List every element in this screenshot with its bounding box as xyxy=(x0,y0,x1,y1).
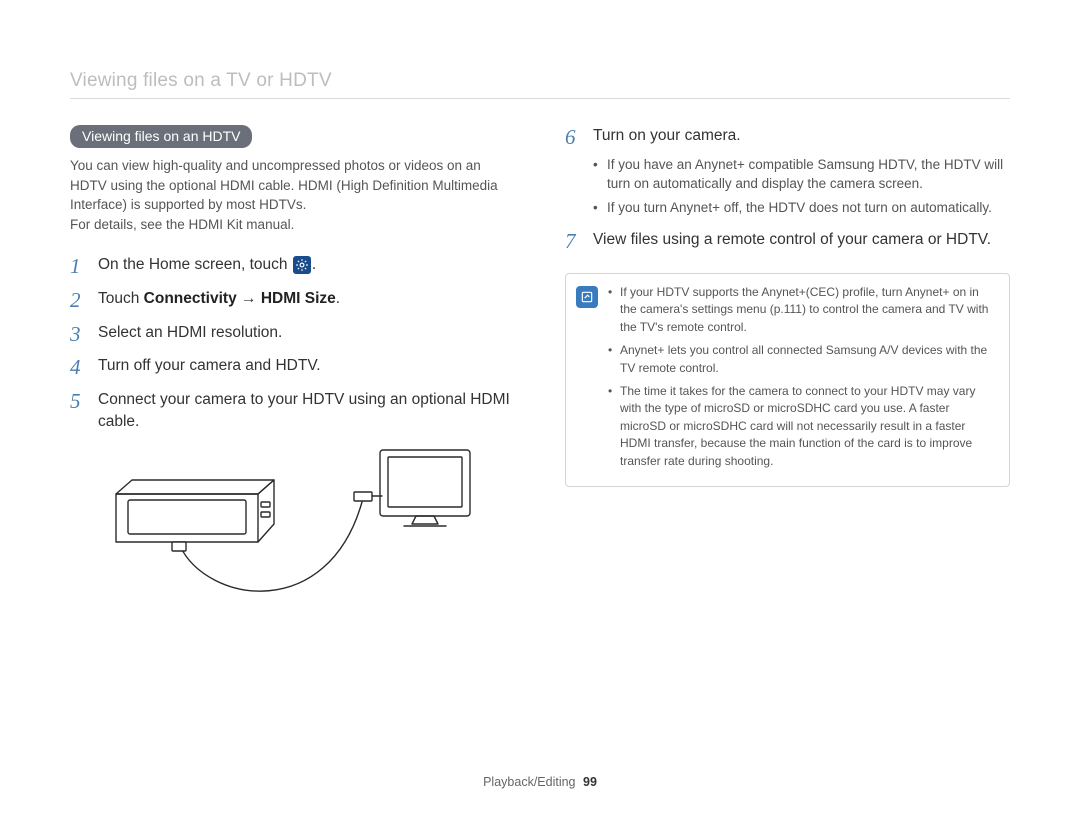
step-text: On the Home screen, touch xyxy=(98,256,292,273)
step-text: Connect your camera to your HDTV using a… xyxy=(98,391,510,430)
note-icon xyxy=(576,286,598,308)
steps-list-right: 6 Turn on your camera. If you have an An… xyxy=(565,125,1010,251)
step-text: . xyxy=(336,290,340,307)
sub-bullet: If you have an Anynet+ compatible Samsun… xyxy=(593,155,1010,194)
note-item: If your HDTV supports the Anynet+(CEC) p… xyxy=(608,284,995,336)
section-heading-badge: Viewing files on an HDTV xyxy=(70,125,252,148)
intro-text: You can view high-quality and uncompress… xyxy=(70,156,515,234)
step-text: Select an HDMI resolution. xyxy=(98,324,282,341)
step-4: 4 Turn off your camera and HDTV. xyxy=(70,355,515,377)
step-7: 7 View files using a remote control of y… xyxy=(565,229,1010,251)
step-bold: HDMI Size xyxy=(261,290,336,307)
page-footer: Playback/Editing 99 xyxy=(0,775,1080,789)
step-5: 5 Connect your camera to your HDTV using… xyxy=(70,389,515,432)
note-list: If your HDTV supports the Anynet+(CEC) p… xyxy=(608,284,995,476)
step-number: 2 xyxy=(70,286,81,315)
step-text: View files using a remote control of you… xyxy=(593,231,991,248)
step-number: 1 xyxy=(70,252,81,281)
connection-diagram xyxy=(70,446,515,621)
arrow: → xyxy=(237,290,261,307)
step-text: . xyxy=(312,256,316,273)
step-number: 5 xyxy=(70,387,81,416)
step-bold: Connectivity xyxy=(144,290,237,307)
step-number: 3 xyxy=(70,320,81,349)
step-3: 3 Select an HDMI resolution. xyxy=(70,322,515,344)
note-box: If your HDTV supports the Anynet+(CEC) p… xyxy=(565,273,1010,487)
content-columns: Viewing files on an HDTV You can view hi… xyxy=(70,125,1010,621)
footer-section: Playback/Editing xyxy=(483,775,575,789)
step-6: 6 Turn on your camera. If you have an An… xyxy=(565,125,1010,217)
step-text: Touch xyxy=(98,290,144,307)
step-text: Turn off your camera and HDTV. xyxy=(98,357,321,374)
header-rule xyxy=(70,98,1010,99)
diagram-svg xyxy=(98,446,478,616)
note-item: Anynet+ lets you control all connected S… xyxy=(608,342,995,377)
right-column: 6 Turn on your camera. If you have an An… xyxy=(565,125,1010,621)
sub-bullet: If you turn Anynet+ off, the HDTV does n… xyxy=(593,198,1010,218)
intro-line: For details, see the HDMI Kit manual. xyxy=(70,217,294,232)
step-1: 1 On the Home screen, touch . xyxy=(70,254,515,276)
footer-page-number: 99 xyxy=(583,775,597,789)
left-column: Viewing files on an HDTV You can view hi… xyxy=(70,125,515,621)
page-header: Viewing files on a TV or HDTV xyxy=(70,70,1010,92)
intro-line: You can view high-quality and uncompress… xyxy=(70,158,498,212)
steps-list-left: 1 On the Home screen, touch . 2 Touch Co… xyxy=(70,254,515,432)
step-6-subitems: If you have an Anynet+ compatible Samsun… xyxy=(593,155,1010,218)
step-number: 7 xyxy=(565,227,576,256)
settings-icon xyxy=(293,256,311,274)
step-2: 2 Touch Connectivity → HDMI Size. xyxy=(70,288,515,310)
step-text: Turn on your camera. xyxy=(593,127,741,144)
step-number: 4 xyxy=(70,353,81,382)
note-item: The time it takes for the camera to conn… xyxy=(608,383,995,470)
step-number: 6 xyxy=(565,123,576,152)
